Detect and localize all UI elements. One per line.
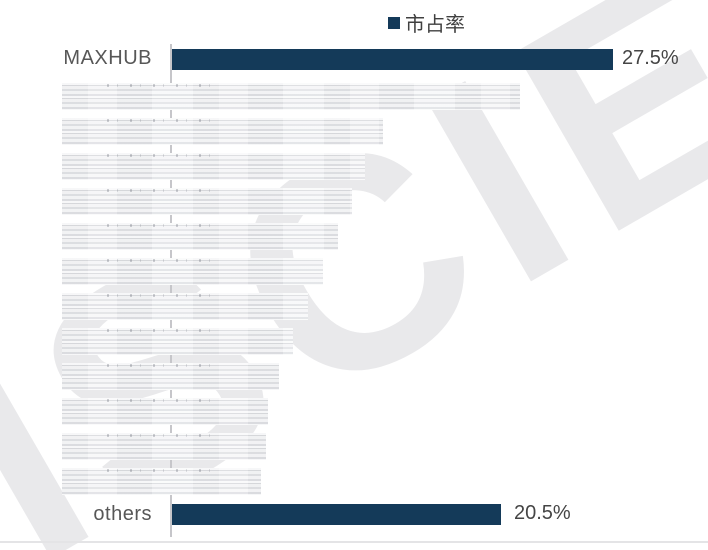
redacted-bar — [62, 468, 261, 495]
value-label-maxhub: 27.5% — [622, 47, 679, 69]
redacted-bar — [62, 328, 293, 355]
bar-others — [172, 504, 501, 525]
redacted-bar — [62, 293, 308, 320]
redacted-bar — [62, 363, 279, 390]
category-label-maxhub: MAXHUB — [63, 47, 152, 69]
value-label-others: 20.5% — [514, 502, 571, 524]
bottom-divider — [0, 541, 708, 543]
legend: 市占率 — [388, 8, 465, 37]
redacted-bar — [62, 433, 266, 460]
legend-swatch-icon — [388, 16, 400, 29]
redacted-bar — [62, 398, 268, 425]
legend-label: 市占率 — [405, 14, 465, 36]
redacted-bar — [62, 83, 520, 110]
category-label-others: others — [93, 503, 152, 525]
redacted-bar — [62, 188, 352, 215]
redacted-bar — [62, 258, 323, 285]
category-axis-line — [170, 44, 172, 537]
bar-maxhub — [172, 49, 613, 70]
redacted-bar — [62, 118, 383, 145]
redacted-bar — [62, 153, 365, 180]
redacted-bar — [62, 223, 338, 250]
